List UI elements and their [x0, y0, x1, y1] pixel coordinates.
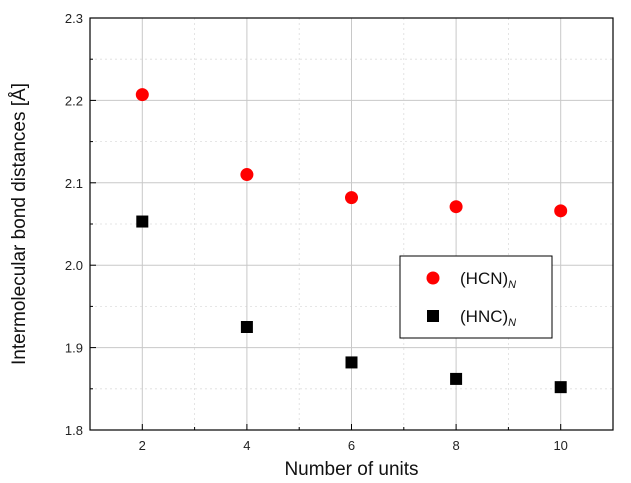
- legend-subscript: N: [508, 279, 516, 291]
- legend-marker: [426, 271, 440, 285]
- y-tick-label: 2.3: [65, 11, 83, 26]
- x-tick-label: 8: [452, 438, 459, 453]
- data-point-hnc: [450, 372, 463, 385]
- y-tick-label: 1.8: [65, 423, 83, 438]
- y-tick-label: 2.2: [65, 93, 83, 108]
- y-tick-label: 2.0: [65, 258, 83, 273]
- grid: [89, 17, 614, 431]
- data-point-hnc: [136, 215, 149, 228]
- legend-box: [399, 255, 553, 339]
- legend-items: (HCN)N (HNC)N: [426, 269, 516, 329]
- data-point-hcn: [135, 88, 149, 102]
- legend: (HCN)N (HNC)N: [399, 255, 553, 339]
- y-axis-title: Intermolecular bond distances [Å]: [9, 83, 30, 365]
- x-tick-label: 2: [139, 438, 146, 453]
- y-tick-label: 1.9: [65, 341, 83, 356]
- legend-subscript: N: [508, 317, 516, 329]
- x-tick-label: 10: [553, 438, 567, 453]
- data-point-hnc: [240, 321, 253, 333]
- axes: 1.8 1.9 2.0 2.1 2.2 2.3 2 4 6 8 10: [65, 11, 614, 453]
- x-tick-label: 4: [243, 438, 250, 453]
- data-point-hcn: [345, 191, 358, 205]
- legend-marker: [427, 310, 439, 322]
- y-tick-label: 2.1: [65, 176, 83, 191]
- legend-label: (HCN)N: [460, 269, 516, 291]
- data-point-hcn: [449, 200, 463, 214]
- data-point-hnc: [554, 381, 567, 394]
- data-marks: [135, 88, 568, 394]
- data-point-hnc: [345, 356, 358, 369]
- legend-label: (HNC)N: [460, 307, 516, 329]
- x-axis-title: Number of units: [284, 459, 418, 480]
- data-point-hcn: [554, 204, 568, 218]
- x-tick-label: 6: [348, 438, 355, 453]
- data-point-hcn: [240, 168, 254, 182]
